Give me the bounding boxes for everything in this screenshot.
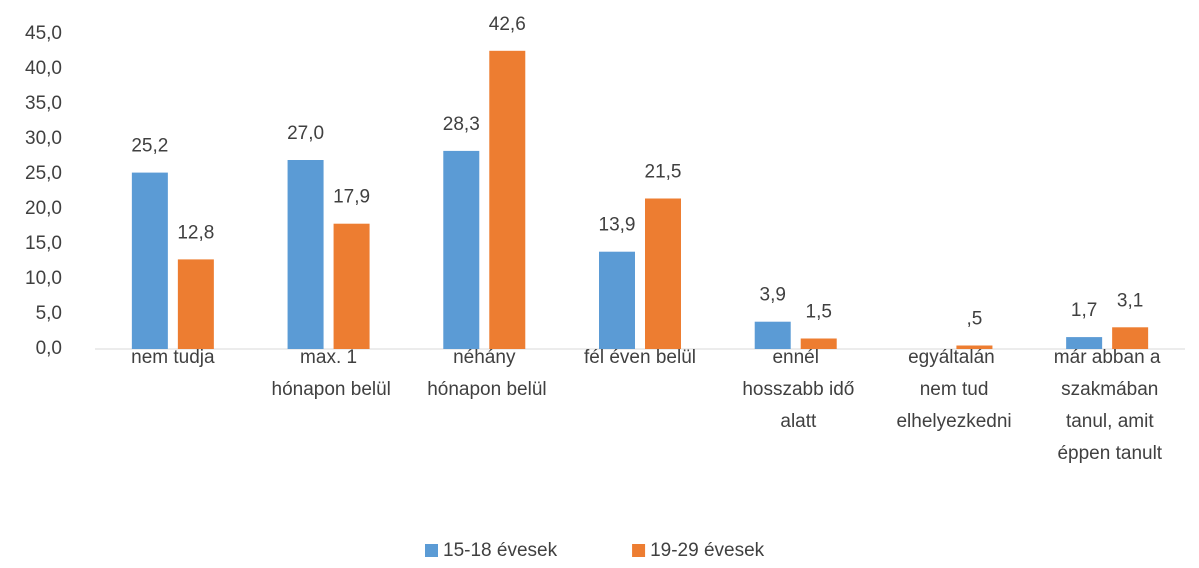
y-tick-label: 5,0	[36, 303, 62, 324]
bar	[287, 160, 324, 349]
value-label: 12,8	[177, 222, 214, 243]
y-tick-label: 40,0	[25, 58, 62, 79]
value-label: 17,9	[333, 187, 370, 208]
y-tick-label: 20,0	[25, 198, 62, 219]
y-tick-label: 0,0	[36, 338, 62, 359]
bar	[333, 223, 370, 349]
x-tick-label: egyáltalán nem tud elhelyezkedni	[891, 347, 1011, 432]
y-tick-label: 15,0	[25, 233, 62, 254]
y-tick-label: 45,0	[25, 23, 62, 44]
y-tick-label: 25,0	[25, 163, 62, 184]
x-tick-label: már abban a szakmában tanul, amit éppen …	[1052, 347, 1163, 464]
value-label: 42,6	[489, 14, 526, 35]
y-tick-label: 35,0	[25, 93, 62, 114]
value-label: 3,9	[760, 285, 786, 306]
bar	[443, 150, 480, 349]
bar	[956, 345, 993, 349]
bar	[754, 321, 791, 349]
bar	[489, 50, 526, 350]
value-label: ,5	[966, 309, 982, 330]
value-label: 28,3	[443, 114, 480, 135]
value-label: 25,2	[131, 136, 168, 157]
x-tick-label: ennél hosszabb idő alatt	[737, 347, 854, 432]
legend-label: 15-18 évesek	[443, 540, 558, 561]
y-tick-label: 10,0	[25, 268, 62, 289]
bar	[177, 259, 214, 349]
x-tick-label: nem tudja	[131, 347, 215, 368]
y-tick-label: 30,0	[25, 128, 62, 149]
x-tick-label: max. 1 hónapon belül	[266, 347, 391, 400]
value-label: 21,5	[645, 162, 682, 183]
value-label: 1,7	[1071, 300, 1097, 321]
bar	[800, 338, 837, 349]
bar	[131, 172, 168, 349]
value-label: 1,5	[806, 302, 832, 323]
bar	[1066, 337, 1103, 349]
bar	[599, 251, 635, 349]
legend-swatch	[425, 544, 438, 557]
x-tick-label: fél éven belül	[584, 347, 696, 368]
value-label: 13,9	[599, 215, 636, 236]
bar	[645, 198, 681, 349]
legend-label: 19-29 évesek	[650, 540, 765, 561]
bar	[1112, 327, 1149, 349]
x-tick-label: néhány hónapon belül	[422, 347, 547, 400]
legend-swatch	[632, 544, 646, 557]
value-label: 3,1	[1117, 290, 1143, 311]
value-label: 27,0	[287, 123, 324, 144]
